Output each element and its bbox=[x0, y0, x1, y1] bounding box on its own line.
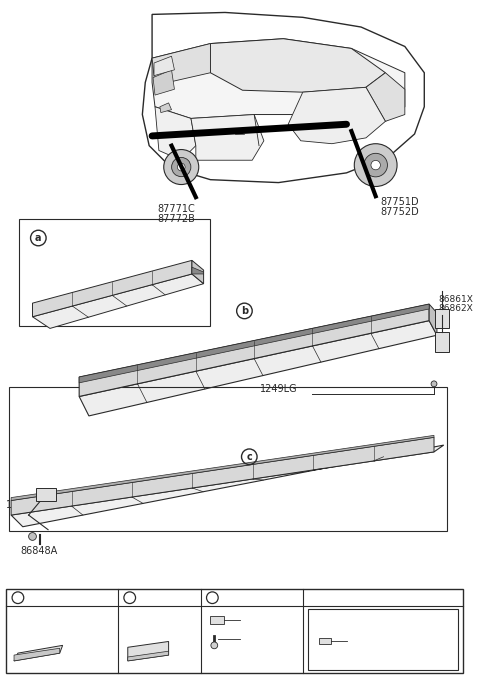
Text: 1730AA: 1730AA bbox=[348, 637, 386, 646]
Text: 1249LJ: 1249LJ bbox=[241, 634, 275, 643]
Circle shape bbox=[354, 143, 397, 187]
Text: 87751D: 87751D bbox=[381, 197, 419, 207]
Polygon shape bbox=[152, 38, 405, 121]
Text: 87752D: 87752D bbox=[381, 206, 420, 217]
Polygon shape bbox=[192, 267, 204, 274]
Text: b: b bbox=[127, 593, 133, 602]
Polygon shape bbox=[191, 115, 264, 161]
Text: b: b bbox=[241, 306, 248, 316]
Polygon shape bbox=[155, 107, 196, 161]
Text: 1249LG: 1249LG bbox=[260, 383, 298, 394]
Polygon shape bbox=[79, 304, 429, 397]
Polygon shape bbox=[33, 274, 204, 329]
Text: 86861X: 86861X bbox=[439, 295, 474, 304]
Text: 87786: 87786 bbox=[139, 593, 170, 603]
Text: 1249PN: 1249PN bbox=[6, 499, 44, 510]
Text: c: c bbox=[210, 593, 215, 602]
Polygon shape bbox=[79, 320, 437, 416]
Polygon shape bbox=[128, 641, 168, 661]
Bar bbox=[6, 589, 463, 672]
Bar bbox=[36, 488, 56, 501]
Bar bbox=[319, 637, 331, 644]
Polygon shape bbox=[11, 436, 434, 501]
Text: (VEHICLE PACKAGE-SPORTY): (VEHICLE PACKAGE-SPORTY) bbox=[322, 613, 444, 622]
Polygon shape bbox=[192, 261, 204, 284]
Circle shape bbox=[371, 161, 380, 170]
Polygon shape bbox=[11, 437, 434, 515]
Bar bbox=[19, 219, 210, 325]
Bar bbox=[435, 332, 449, 352]
Text: 86862X: 86862X bbox=[439, 305, 474, 314]
Polygon shape bbox=[210, 38, 385, 92]
Polygon shape bbox=[366, 73, 405, 121]
Circle shape bbox=[172, 157, 191, 177]
Bar bbox=[9, 387, 447, 531]
Circle shape bbox=[178, 163, 185, 171]
Text: 86848A: 86848A bbox=[21, 546, 58, 556]
Text: c: c bbox=[246, 452, 252, 462]
Circle shape bbox=[164, 150, 199, 185]
Bar bbox=[308, 609, 458, 670]
Polygon shape bbox=[152, 44, 210, 85]
Polygon shape bbox=[429, 304, 437, 335]
Text: a: a bbox=[15, 593, 21, 602]
Circle shape bbox=[211, 642, 218, 649]
Polygon shape bbox=[288, 87, 385, 143]
Polygon shape bbox=[160, 103, 171, 113]
Circle shape bbox=[29, 532, 36, 541]
Polygon shape bbox=[14, 646, 62, 661]
Text: a: a bbox=[35, 233, 42, 243]
Circle shape bbox=[431, 381, 437, 387]
Polygon shape bbox=[143, 12, 424, 182]
Bar bbox=[210, 616, 224, 624]
Polygon shape bbox=[79, 304, 429, 383]
Polygon shape bbox=[33, 261, 192, 317]
Polygon shape bbox=[11, 445, 444, 527]
Text: 87772B: 87772B bbox=[157, 213, 195, 224]
Polygon shape bbox=[128, 651, 168, 661]
Polygon shape bbox=[154, 56, 174, 75]
Polygon shape bbox=[14, 648, 60, 661]
Circle shape bbox=[364, 154, 387, 177]
Bar bbox=[435, 309, 449, 329]
Polygon shape bbox=[153, 70, 174, 95]
Text: 87715G: 87715G bbox=[28, 593, 66, 603]
Text: 87759D: 87759D bbox=[241, 615, 280, 625]
Text: 87771C: 87771C bbox=[157, 204, 195, 214]
